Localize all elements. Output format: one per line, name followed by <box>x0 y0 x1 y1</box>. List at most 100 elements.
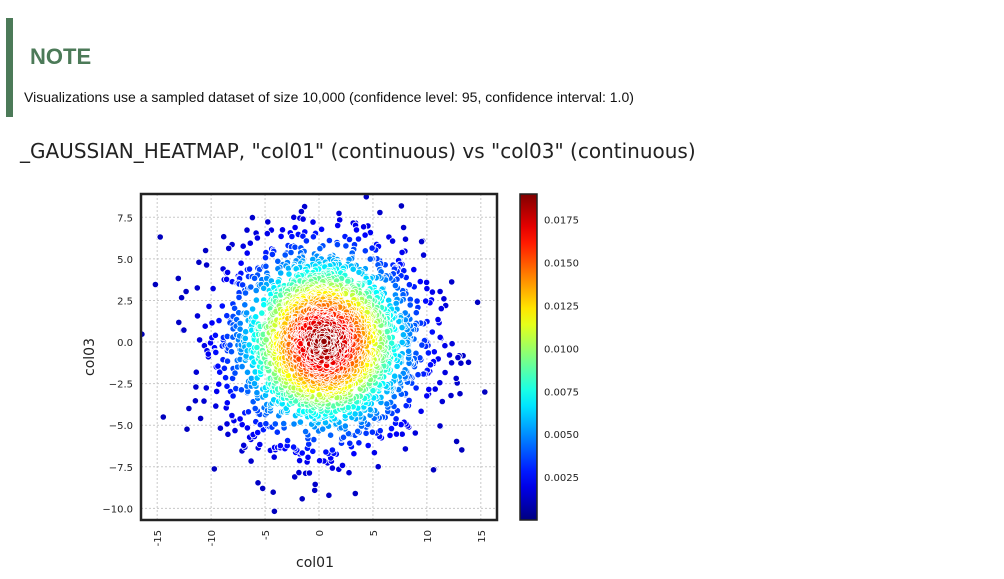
data-point <box>240 441 248 449</box>
data-point <box>335 209 343 217</box>
data-point <box>349 265 357 273</box>
data-point <box>290 213 298 221</box>
data-point <box>473 298 482 306</box>
data-point <box>350 450 358 458</box>
data-point <box>241 334 249 342</box>
data-point <box>215 380 223 388</box>
data-point <box>386 431 394 439</box>
data-point <box>243 249 251 257</box>
data-point <box>405 396 413 404</box>
data-point <box>425 385 433 393</box>
data-point <box>291 473 299 481</box>
data-point <box>404 347 413 355</box>
note-box: NOTE Visualizations use a sampled datase… <box>6 18 706 117</box>
data-point <box>295 468 303 477</box>
data-point <box>341 422 349 430</box>
data-point <box>430 348 438 356</box>
colorbar-tick-label: 0.0075 <box>544 387 579 398</box>
data-point <box>277 269 285 277</box>
data-point <box>278 226 287 234</box>
data-point <box>304 453 312 461</box>
data-point <box>441 342 449 350</box>
data-point <box>422 297 430 305</box>
data-point <box>246 239 254 247</box>
data-point <box>359 223 368 231</box>
data-point <box>368 428 376 436</box>
data-point <box>264 218 272 226</box>
data-point <box>245 265 254 273</box>
data-point <box>224 430 232 438</box>
data-point <box>231 304 239 312</box>
data-point <box>431 385 439 393</box>
data-point <box>297 207 305 216</box>
data-point <box>423 392 431 400</box>
data-point <box>174 274 182 282</box>
data-point <box>370 449 378 457</box>
data-point <box>417 407 425 415</box>
data-point <box>464 358 473 366</box>
data-point <box>392 415 400 423</box>
data-point <box>458 446 466 454</box>
data-point <box>252 296 260 304</box>
data-point <box>339 433 348 441</box>
data-point <box>295 456 304 465</box>
data-point <box>210 465 218 473</box>
data-point <box>239 242 247 250</box>
data-point <box>391 372 399 380</box>
data-point <box>366 255 374 263</box>
data-point <box>300 175 306 181</box>
data-point <box>249 305 257 313</box>
data-point <box>289 443 298 451</box>
data-point <box>238 362 246 371</box>
data-point <box>448 278 456 286</box>
data-point <box>193 284 201 292</box>
data-point <box>333 241 341 249</box>
x-tick-label: 5 <box>369 530 380 536</box>
data-point <box>405 281 413 289</box>
data-point <box>411 429 419 437</box>
data-point <box>175 318 183 326</box>
x-tick-label: -5 <box>261 530 272 540</box>
data-point <box>397 202 405 210</box>
data-point <box>223 382 231 390</box>
data-point <box>345 235 354 244</box>
chart-title: _GAUSSIAN_HEATMAP, "col01" (continuous) … <box>20 139 696 163</box>
data-point <box>339 160 345 166</box>
data-point <box>419 251 428 259</box>
data-point <box>235 293 243 301</box>
data-point <box>298 495 306 503</box>
data-point <box>237 386 245 394</box>
data-point <box>247 283 255 291</box>
data-point <box>290 420 298 428</box>
colorbar <box>519 193 538 521</box>
data-point <box>223 357 232 365</box>
data-point <box>281 251 289 259</box>
data-point <box>326 431 335 439</box>
data-point <box>263 230 271 238</box>
data-point <box>452 374 460 382</box>
data-point <box>276 442 284 450</box>
data-point <box>159 413 167 421</box>
data-point <box>196 336 204 344</box>
y-axis-label: col03 <box>82 338 98 376</box>
colorbar-tick-label: 0.0125 <box>544 302 579 313</box>
data-point <box>205 302 213 310</box>
data-point <box>243 424 251 432</box>
data-point <box>228 411 236 420</box>
data-point <box>440 295 448 303</box>
y-tick-label: −10.0 <box>102 504 133 515</box>
data-point <box>436 422 444 430</box>
data-point <box>216 368 224 376</box>
data-point <box>214 362 222 370</box>
data-point <box>328 464 336 472</box>
data-point <box>452 437 461 445</box>
data-point <box>398 248 406 256</box>
y-tick-label: −2.5 <box>109 380 133 391</box>
data-point <box>216 424 224 432</box>
data-point <box>227 348 236 356</box>
data-point <box>354 235 363 243</box>
data-point <box>364 441 372 450</box>
y-tick-label: 7.5 <box>117 213 133 224</box>
data-point <box>426 361 435 369</box>
data-point <box>285 270 293 278</box>
